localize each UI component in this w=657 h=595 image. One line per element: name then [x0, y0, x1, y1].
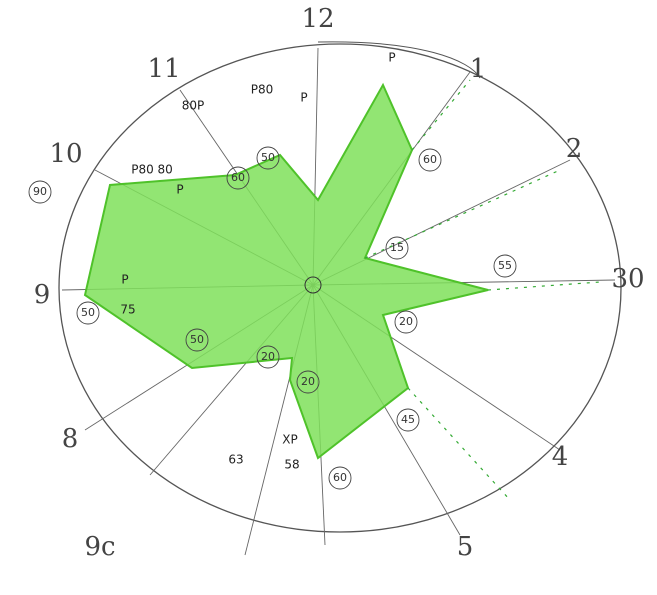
label-circle — [185, 328, 209, 352]
label-circle — [256, 146, 280, 170]
clock-number: 12 — [301, 4, 334, 34]
clock-number: 11 — [147, 54, 180, 84]
dash — [487, 281, 601, 291]
annotation: P — [388, 51, 395, 65]
circled-label: 55 — [498, 259, 512, 272]
label-circle — [418, 148, 442, 172]
circled-label: 50 — [81, 306, 95, 319]
annotation: 75 — [120, 303, 135, 317]
annotation: P — [121, 273, 128, 287]
clock-number: 30 — [611, 264, 644, 294]
circled-label: 50 — [190, 333, 204, 346]
circled-label: 20 — [301, 375, 315, 388]
clock-number: 1 — [470, 54, 487, 84]
center — [304, 276, 322, 294]
circled-label: 60 — [333, 471, 347, 484]
circled-label: 15 — [390, 241, 404, 254]
clock-circle — [58, 43, 622, 533]
clock-number: 9c — [84, 532, 115, 562]
dash-strokes — [364, 79, 601, 501]
green-shape — [83, 82, 489, 460]
annotation: 80P — [182, 99, 205, 113]
label-circle — [385, 236, 409, 260]
clock-number: 2 — [566, 134, 583, 164]
annotation: P80 — [251, 83, 274, 97]
clock-number: 8 — [62, 424, 79, 454]
circled-label: 50 — [261, 151, 275, 164]
circled-label: 90 — [33, 185, 47, 198]
labels: 121230458910119c601555204560202050509060… — [28, 4, 645, 562]
annotation: XP — [282, 433, 297, 447]
arc-stroke — [317, 41, 481, 79]
label-circle — [296, 370, 320, 394]
circled-label: 60 — [231, 171, 245, 184]
circled-label: 20 — [399, 315, 413, 328]
circled-label: 45 — [401, 413, 415, 426]
circled-label: 20 — [261, 350, 275, 363]
label-circle — [226, 166, 250, 190]
label-circle — [28, 180, 52, 204]
clock-number: 10 — [49, 139, 82, 169]
clock-number: 4 — [552, 442, 569, 472]
annotation: 58 — [284, 458, 299, 472]
label-circle — [493, 254, 517, 278]
clock-number: 9 — [34, 280, 51, 310]
label-circle — [396, 408, 420, 432]
annotation: P — [300, 91, 307, 105]
annotation: 63 — [228, 453, 243, 467]
annotation: P80 80 — [131, 163, 173, 177]
label-circle — [256, 345, 280, 369]
dash — [411, 79, 471, 151]
circled-label: 60 — [423, 153, 437, 166]
label-circle — [394, 310, 418, 334]
clock-number: 5 — [457, 532, 474, 562]
label-circle — [76, 301, 100, 325]
label-circle — [328, 466, 352, 490]
annotation: P — [176, 183, 183, 197]
dash — [407, 387, 511, 501]
